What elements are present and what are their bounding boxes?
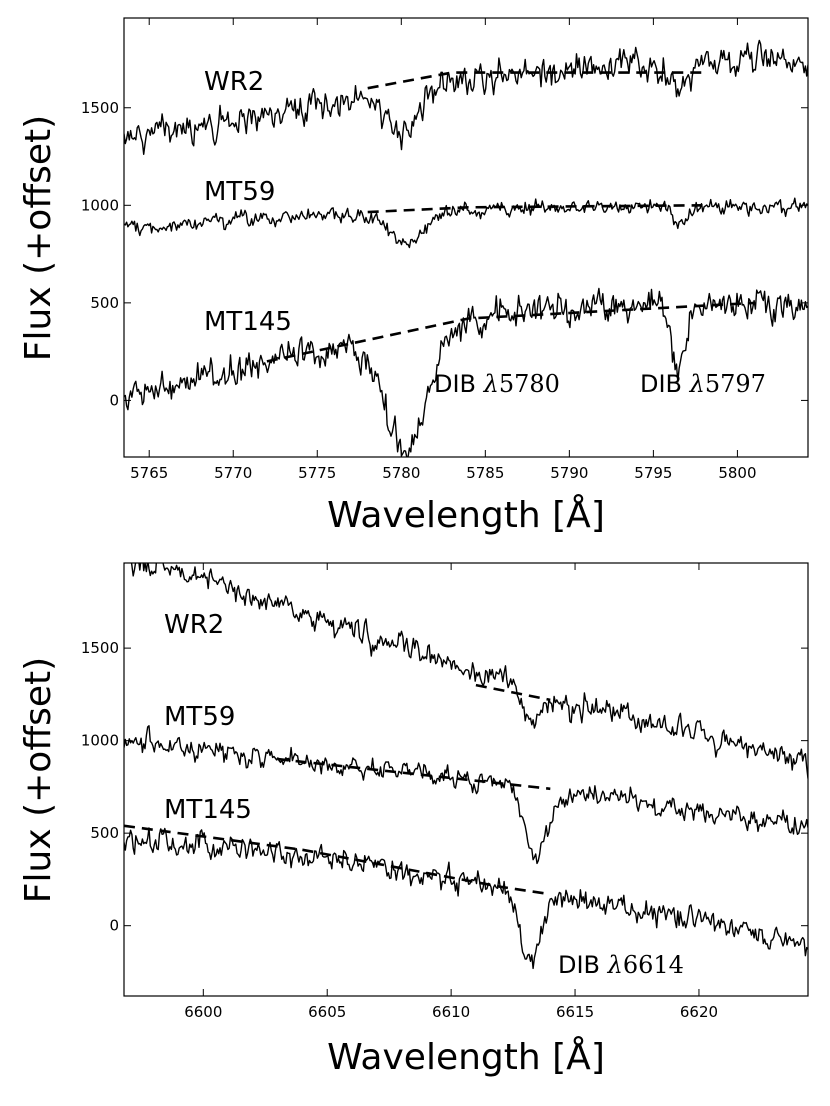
y-ticks-bottom: 0 500 1000 1500 — [81, 639, 808, 935]
plot-frame-bottom — [123, 562, 809, 997]
x-tick-label-5780: 5780 — [382, 464, 420, 482]
chart-bottom-panel: 6600 6605 6610 6615 6620 0 500 1000 1500 WR2 MT… — [18, 562, 809, 1078]
x-tick-label-5765: 5765 — [130, 464, 168, 482]
continuum-fit-wr2-top — [367, 71, 704, 90]
x-tick-label-5795: 5795 — [634, 464, 672, 482]
series-label-mt145-top: MT145 — [204, 307, 292, 337]
x-tick-label-6605: 6605 — [308, 1003, 346, 1021]
x-tick-label-5790: 5790 — [550, 464, 588, 482]
series-label-wr2-top: WR2 — [204, 67, 264, 97]
x-tick-label-5775: 5775 — [298, 464, 336, 482]
continuum-fit-mt59-bottom — [277, 757, 551, 791]
continuum-fit-mt145-bottom — [124, 824, 551, 896]
x-axis-label-top: Wavelength [Å] — [327, 493, 605, 536]
x-tick-label-6615: 6615 — [556, 1003, 594, 1021]
series-line-mt145-top — [124, 287, 808, 457]
y-tick-label-1000: 1000 — [81, 196, 119, 214]
continuum-fit-mt145-top — [266, 301, 755, 363]
continuum-fit-mt59-top — [367, 204, 704, 214]
series-group-top — [124, 39, 808, 457]
series-line-mt145-bottom — [124, 827, 808, 970]
plot-frame-top — [123, 17, 809, 458]
annotation-dib-5797-lambda: λ — [689, 370, 705, 398]
series-label-mt145-bottom: MT145 — [164, 795, 252, 825]
series-line-wr2-top — [124, 39, 808, 155]
series-group-bottom — [124, 563, 808, 970]
annotation-dib-5780-lambda: λ — [483, 370, 499, 398]
annotation-dib-5797-prefix: DIB — [640, 370, 690, 398]
y-tick-label-1500: 1500 — [81, 99, 119, 117]
series-label-mt59-bottom: MT59 — [164, 702, 235, 732]
y-tick-label-0: 0 — [109, 917, 119, 935]
series-line-wr2-bottom — [124, 563, 808, 779]
annotation-dib-5780: DIB λ5780 — [434, 370, 560, 398]
x-tick-label-6600: 6600 — [184, 1003, 222, 1021]
x-tick-label-5770: 5770 — [214, 464, 252, 482]
continuum-fit-wr2-bottom — [475, 683, 551, 702]
annotation-dib-5780-prefix: DIB — [434, 370, 484, 398]
annotation-dib-5797: DIB λ5797 — [640, 370, 766, 398]
y-tick-label-500: 500 — [90, 294, 119, 312]
chart-top-panel: 5765 5770 5775 5780 5785 5790 5795 5800 0 500 100… — [18, 17, 809, 536]
annotation-dib-6614-number: 6614 — [623, 951, 684, 979]
y-ticks-top: 0 500 1000 1500 — [81, 99, 808, 409]
annotation-dib-6614-lambda: λ — [607, 951, 623, 979]
y-tick-label-1500: 1500 — [81, 639, 119, 657]
series-label-wr2-bottom: WR2 — [164, 610, 224, 640]
x-axis-label-bottom: Wavelength [Å] — [327, 1035, 605, 1078]
y-tick-label-1000: 1000 — [81, 732, 119, 750]
x-tick-label-6610: 6610 — [432, 1003, 470, 1021]
y-axis-label-bottom: Flux (+offset) — [18, 657, 59, 903]
y-tick-label-500: 500 — [90, 824, 119, 842]
annotation-dib-6614-prefix: DIB — [558, 951, 608, 979]
annotation-dib-6614: DIB λ6614 — [558, 951, 684, 979]
x-ticks-top: 5765 5770 5775 5780 5785 5790 5795 5800 — [130, 18, 757, 482]
series-line-mt59-top — [124, 197, 808, 249]
x-tick-label-6620: 6620 — [680, 1003, 718, 1021]
series-label-mt59-top: MT59 — [204, 177, 275, 207]
x-ticks-bottom: 6600 6605 6610 6615 6620 — [184, 563, 718, 1021]
y-axis-label-top: Flux (+offset) — [18, 115, 59, 361]
x-tick-label-5800: 5800 — [718, 464, 756, 482]
x-tick-label-5785: 5785 — [466, 464, 504, 482]
annotation-dib-5780-number: 5780 — [499, 370, 560, 398]
series-line-mt59-bottom — [124, 725, 808, 865]
y-tick-label-0: 0 — [109, 391, 119, 409]
annotation-dib-5797-number: 5797 — [705, 370, 766, 398]
